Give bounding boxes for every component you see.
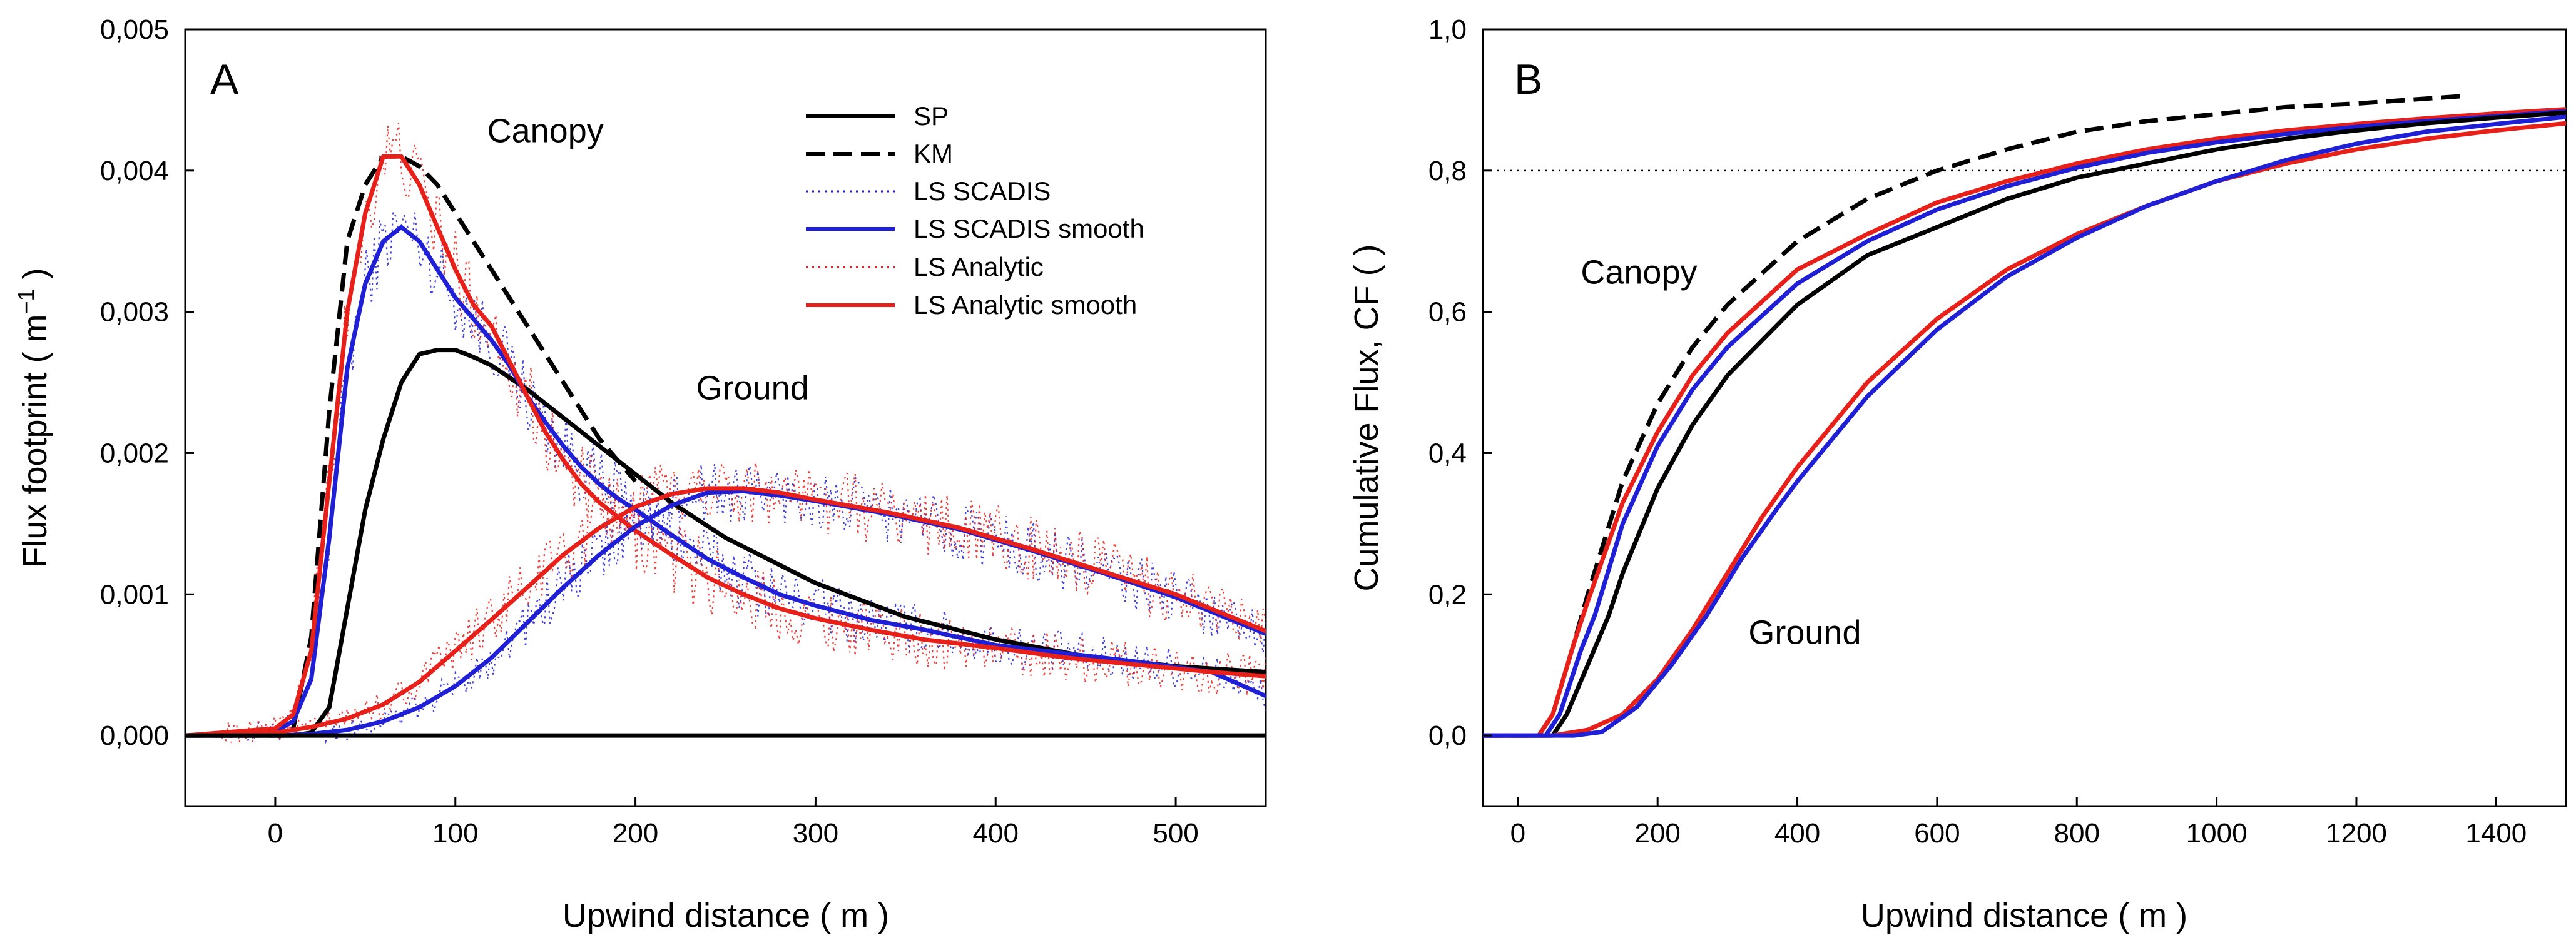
y-tick-label: 0,004 — [100, 156, 169, 186]
panel-a-x-axis-title: Upwind distance ( m ) — [563, 897, 889, 934]
y-tick-label: 0,4 — [1428, 438, 1467, 468]
series-line-ls-scadis-smooth-canopy — [185, 225, 1266, 738]
panel-a-frame — [184, 28, 1267, 807]
x-tick-label: 100 — [432, 818, 478, 849]
series-line-sp-canopy — [1483, 110, 2566, 738]
x-tick-label: 300 — [793, 818, 838, 849]
y-tick-label: 0,6 — [1428, 297, 1467, 328]
panel-b-annotation-canopy: Canopy — [1581, 253, 1697, 291]
panel-a-legend: SP KM LS SCADIS LS SCADIS smooth LS Anal… — [806, 101, 1144, 320]
x-tick-label: 1200 — [2326, 818, 2387, 849]
y-tick-label: 0,005 — [100, 14, 169, 45]
x-tick-label: 1400 — [2465, 818, 2527, 849]
x-tick-label: 800 — [2054, 818, 2100, 849]
x-tick-label: 600 — [1914, 818, 1960, 849]
series-line-ls-analytic-smooth-canopy — [185, 154, 1266, 738]
legend-label-ls-scadis: LS SCADIS — [914, 176, 1051, 206]
panel-a-y-title-prefix: Flux footprint ( m — [16, 314, 54, 567]
series-line-ls-analytic-ground — [1483, 121, 2566, 738]
panel-b-annotation-ground: Ground — [1748, 614, 1861, 651]
series-line-ls-analytic-smooth-ground — [185, 486, 1266, 738]
x-tick-label: 200 — [613, 818, 658, 849]
panel-a-plot-area — [185, 123, 1266, 744]
y-tick-label: 0,2 — [1428, 579, 1467, 610]
x-tick-label: 1000 — [2186, 818, 2248, 849]
y-tick-label: 0,001 — [100, 579, 169, 610]
x-tick-label: 500 — [1153, 818, 1198, 849]
panel-a-annotation-ground: Ground — [696, 370, 809, 407]
panel-b-x-axis-title: Upwind distance ( m ) — [1861, 897, 2187, 934]
legend-label-sp: SP — [914, 101, 949, 131]
panel-a-x-axis: 0 100 200 300 400 500 — [268, 797, 1199, 849]
series-line-sp-canopy — [185, 348, 1266, 738]
series-line-ls-scadis-ground — [1483, 114, 2566, 738]
panel-b: 0 200 400 600 800 1000 1200 1400 0,00,20,40,60,… — [1348, 14, 2567, 934]
series-line-ls-analytic-canopy — [1483, 107, 2566, 738]
x-tick-label: 0 — [1510, 818, 1525, 849]
y-tick-label: 1,0 — [1428, 14, 1467, 45]
legend-label-ls-analytic-smooth: LS Analytic smooth — [914, 290, 1137, 320]
y-tick-label: 0,8 — [1428, 156, 1467, 186]
panel-a-y-title-sup: −1 — [13, 288, 39, 314]
panel-a-y-axis-title: Flux footprint ( m−1 ) — [13, 268, 54, 567]
legend-label-ls-analytic: LS Analytic — [914, 252, 1044, 281]
series-line-km-canopy — [1483, 93, 2468, 738]
series-line-ls-analytic-ground — [185, 462, 1266, 741]
y-tick-label: 0,003 — [100, 297, 169, 328]
series-line-ls-scadis-canopy — [1483, 109, 2566, 738]
panel-a-label: A — [210, 56, 239, 103]
x-tick-label: 0 — [268, 818, 283, 849]
y-tick-label: 0,000 — [100, 720, 169, 751]
panel-b-plot-area — [1483, 93, 2566, 738]
y-tick-label: 0,0 — [1428, 720, 1467, 751]
legend-label-ls-scadis-smooth: LS SCADIS smooth — [914, 214, 1144, 243]
panel-b-y-axis: 0,0 0,2 0,4 0,6 0,8 1,0 — [1428, 14, 1492, 751]
x-tick-label: 400 — [1774, 818, 1820, 849]
panel-a-y-title-suffix: ) — [16, 268, 54, 288]
x-tick-label: 400 — [973, 818, 1019, 849]
panel-b-frame — [1482, 28, 2567, 807]
panel-b-x-axis: 0 200 400 600 800 1000 1200 1400 — [1510, 797, 2527, 849]
panel-a: 0 100 200 300 400 500 0,0000,0010,0020,0030,0… — [13, 14, 1267, 934]
panel-a-y-axis: 0,000 0,001 0,002 0,003 0,004 0,005 — [100, 14, 194, 751]
y-tick-label: 0,002 — [100, 438, 169, 468]
legend-label-km: KM — [914, 139, 953, 168]
panel-b-label: B — [1514, 56, 1542, 103]
x-tick-label: 200 — [1634, 818, 1680, 849]
panel-b-y-axis-title: Cumulative Flux, CF ( ) — [1348, 244, 1385, 591]
panel-a-annotation-canopy: Canopy — [487, 113, 604, 150]
